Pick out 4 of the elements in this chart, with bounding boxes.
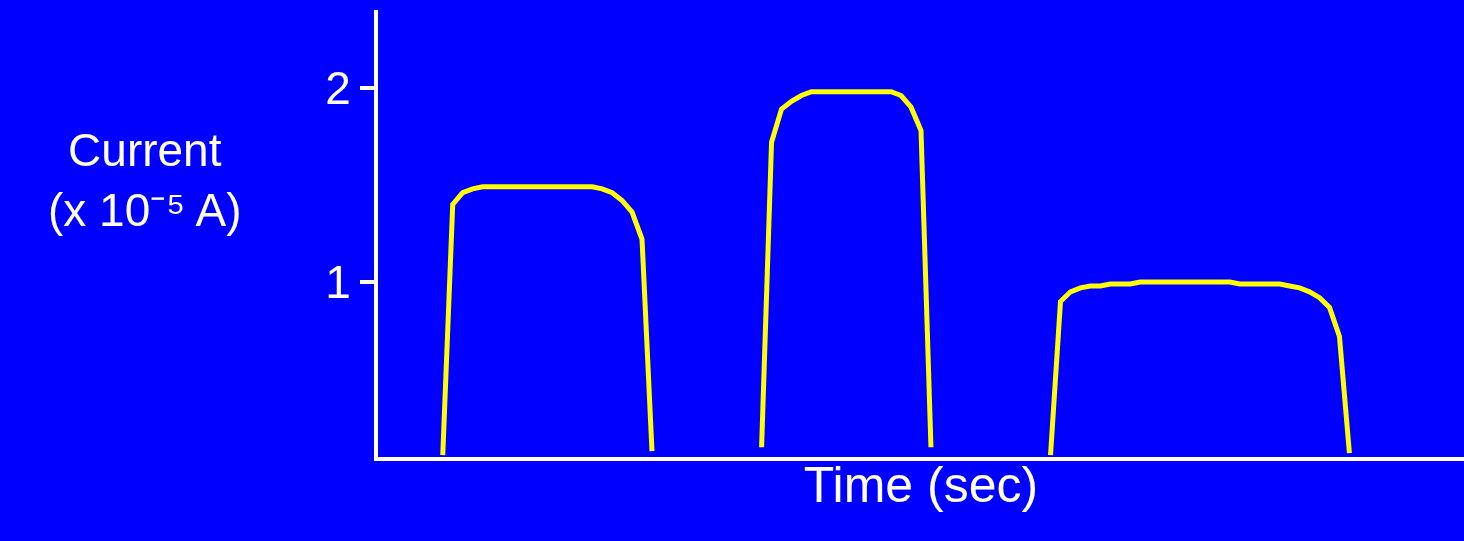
y-axis-title: Current (x 10⁻⁵ A) — [48, 124, 242, 236]
x-axis-title: Time (sec) — [803, 457, 1039, 513]
y-tick-label: 2 — [325, 61, 351, 114]
y-tick-label: 1 — [325, 256, 351, 309]
